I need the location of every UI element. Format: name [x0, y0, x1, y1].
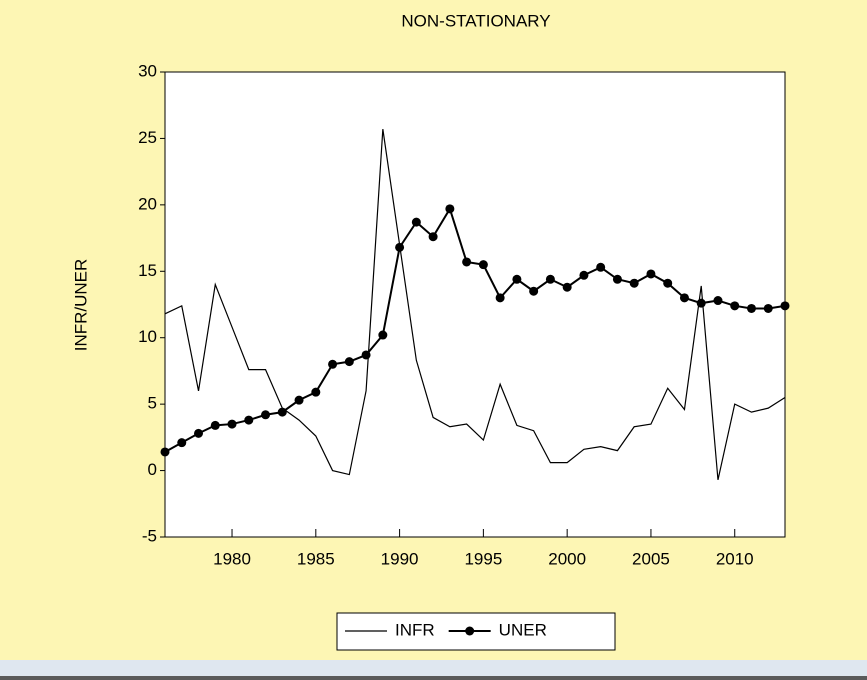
series-marker — [562, 282, 572, 292]
series-marker — [244, 415, 254, 425]
x-tick-label: 2000 — [548, 549, 586, 568]
series-marker — [512, 274, 522, 284]
series-marker — [579, 270, 589, 280]
series-line — [164, 129, 786, 481]
series-marker — [328, 359, 338, 369]
x-tick-label: 1980 — [213, 549, 251, 568]
series-marker — [663, 278, 673, 288]
y-tick-label: 5 — [148, 394, 157, 413]
series-marker — [495, 293, 505, 303]
legend-label: UNER — [499, 620, 547, 639]
series-marker — [194, 428, 204, 438]
y-tick-label: 15 — [138, 261, 157, 280]
series-marker — [478, 260, 488, 270]
series-marker — [746, 303, 756, 313]
chart-title: NON-STATIONARY — [401, 11, 550, 30]
series-marker — [713, 296, 723, 306]
y-tick-label: 30 — [138, 61, 157, 80]
series-marker — [411, 217, 421, 227]
series-marker — [227, 419, 237, 429]
series-marker — [679, 293, 689, 303]
y-tick-label: 20 — [138, 194, 157, 213]
series-marker — [395, 242, 405, 252]
series-marker — [210, 420, 220, 430]
series-marker — [294, 395, 304, 405]
series-marker — [160, 447, 170, 457]
series-marker — [344, 357, 354, 367]
series-marker — [612, 274, 622, 284]
y-tick-label: -5 — [142, 526, 157, 545]
series-marker — [646, 269, 656, 279]
y-tick-label: 25 — [138, 128, 157, 147]
series-marker — [462, 257, 472, 267]
y-axis-label: INFR/UNER — [71, 259, 90, 352]
y-tick-label: 0 — [148, 460, 157, 479]
series-marker — [780, 301, 790, 311]
series-marker — [177, 438, 187, 448]
series-marker — [261, 410, 271, 420]
series-marker — [730, 301, 740, 311]
series-marker — [311, 387, 321, 397]
plot-area — [164, 71, 786, 538]
series-marker — [378, 330, 388, 340]
x-tick-label: 1995 — [464, 549, 502, 568]
series-marker — [428, 232, 438, 242]
series-marker — [277, 407, 287, 417]
series-marker — [545, 274, 555, 284]
series-marker — [596, 262, 606, 272]
series-marker — [629, 278, 639, 288]
legend-label: INFR — [395, 620, 435, 639]
x-tick-label: 2010 — [716, 549, 754, 568]
x-tick-label: 2005 — [632, 549, 670, 568]
series-marker — [763, 303, 773, 313]
status-bar — [0, 660, 867, 680]
series-marker — [696, 298, 706, 308]
legend-marker — [465, 626, 475, 636]
series-marker — [361, 350, 371, 360]
status-bar-edge — [0, 676, 867, 680]
x-tick-label: 1990 — [381, 549, 419, 568]
series-marker — [529, 286, 539, 296]
y-tick-label: 10 — [138, 327, 157, 346]
series-marker — [445, 204, 455, 214]
x-tick-label: 1985 — [297, 549, 335, 568]
